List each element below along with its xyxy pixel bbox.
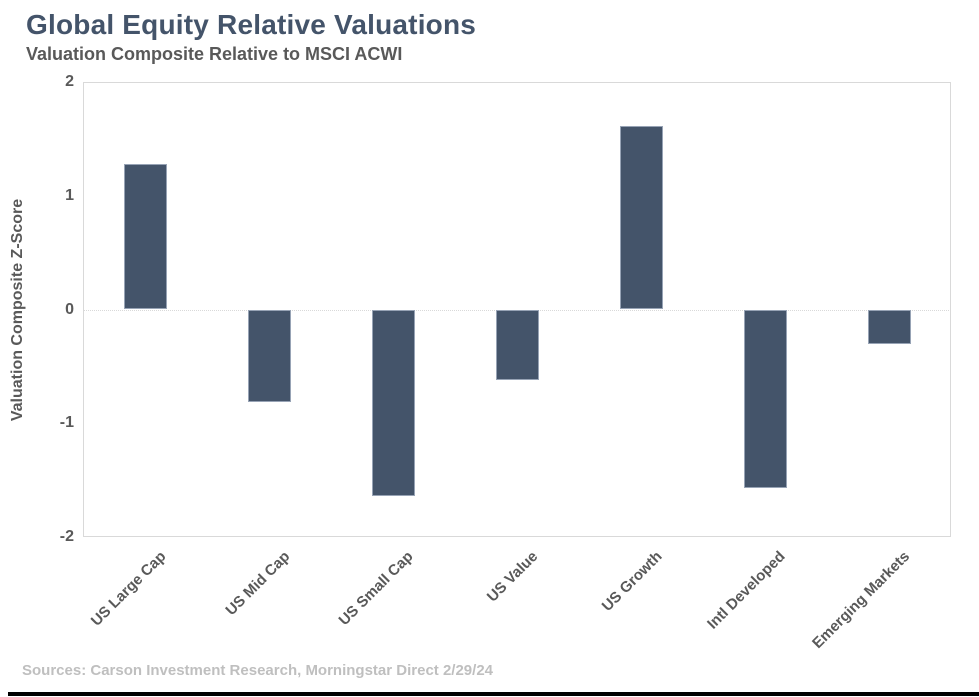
x-tick-label: US Value <box>483 548 542 606</box>
y-tick-label: -1 <box>59 414 74 432</box>
x-tick-label: Intl Developed <box>704 548 790 633</box>
bar <box>371 309 415 497</box>
bar <box>123 163 167 310</box>
x-tick-label: US Small Cap <box>336 548 418 629</box>
chart-subtitle: Valuation Composite Relative to MSCI ACW… <box>26 44 403 64</box>
bar <box>247 309 291 402</box>
x-tick-label: US Large Cap <box>87 548 170 630</box>
y-tick-label: -2 <box>59 528 74 545</box>
x-tick-label: US Growth <box>598 548 666 615</box>
y-tick-label: 2 <box>65 73 74 90</box>
bar <box>743 309 787 489</box>
bar <box>867 309 911 344</box>
bar <box>619 126 663 310</box>
source-note: Sources: Carson Investment Research, Mor… <box>22 662 494 679</box>
y-tick-label: 1 <box>65 186 74 204</box>
x-tick-label: Emerging Markets <box>809 548 914 652</box>
chart-title: Global Equity Relative Valuations <box>26 9 477 40</box>
bottom-divider <box>8 692 979 696</box>
y-tick-label: 0 <box>65 300 74 318</box>
x-tick-label: US Mid Cap <box>222 548 294 619</box>
bar <box>495 309 539 381</box>
